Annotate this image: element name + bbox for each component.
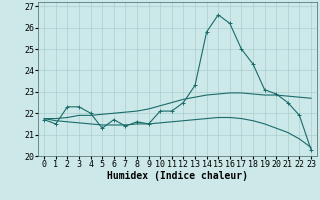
X-axis label: Humidex (Indice chaleur): Humidex (Indice chaleur) (107, 171, 248, 181)
